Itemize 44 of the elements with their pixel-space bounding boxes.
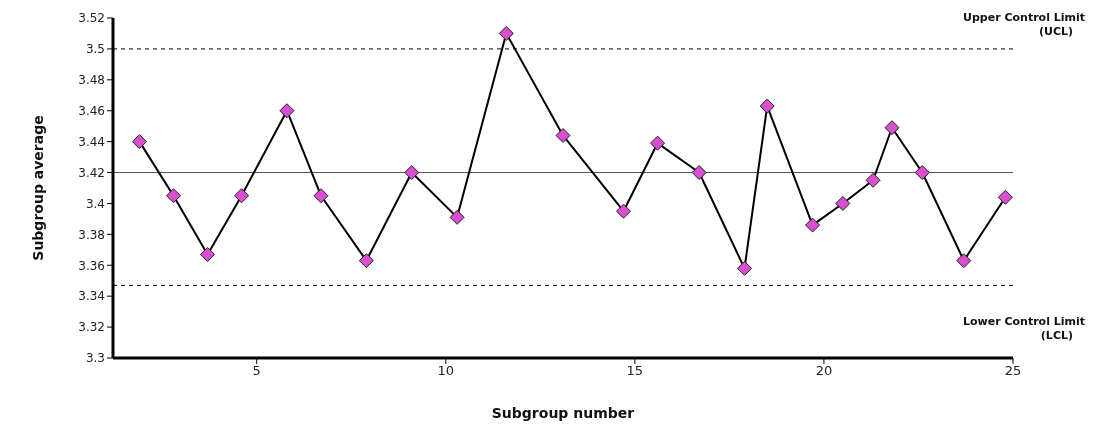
ref-line-label: Upper Control Limit (UCL)	[963, 10, 1085, 38]
point	[997, 189, 1013, 205]
point	[835, 195, 851, 211]
point	[691, 165, 707, 181]
y-tick-label: 3.32	[78, 320, 105, 335]
point	[404, 165, 420, 181]
y-tick-label: 3.5	[85, 42, 105, 57]
point	[616, 203, 631, 219]
point	[759, 98, 775, 114]
point	[166, 188, 181, 204]
point	[555, 127, 571, 143]
x-tick-label: 15	[626, 363, 644, 379]
y-tick-label: 3.4	[85, 196, 105, 211]
y-tick-label: 3.34	[78, 289, 105, 304]
point	[234, 188, 250, 204]
ref-line-label: Lower Control Limit (LCL)	[962, 315, 1085, 343]
y-tick-label: 3.36	[78, 258, 105, 273]
point	[449, 209, 465, 225]
x-tick-label: 5	[252, 363, 261, 379]
point	[358, 253, 374, 269]
y-tick-label: 3.44	[78, 134, 105, 149]
point	[650, 135, 666, 151]
x-tick-label: 20	[815, 363, 833, 379]
point	[498, 25, 514, 41]
y-tick-label: 3.48	[78, 73, 105, 88]
point	[279, 103, 295, 119]
y-tick-label: 3.52	[78, 11, 105, 26]
x-tick-label: 10	[437, 363, 455, 379]
x-tick-label: 25	[1004, 363, 1022, 379]
point	[313, 188, 329, 204]
y-tick-label: 3.3	[85, 351, 105, 366]
point	[805, 217, 821, 233]
y-axis-title: Subgroup average	[29, 115, 46, 261]
point	[914, 165, 930, 181]
point	[200, 246, 216, 262]
point	[956, 253, 972, 269]
y-tick-label: 3.38	[78, 227, 105, 242]
point	[865, 172, 881, 188]
y-tick-label: 3.46	[78, 103, 105, 118]
point	[884, 120, 900, 136]
point	[737, 260, 753, 276]
x-axis-title: Subgroup number	[491, 404, 635, 421]
point	[131, 134, 147, 150]
y-tick-label: 3.42	[78, 165, 105, 180]
